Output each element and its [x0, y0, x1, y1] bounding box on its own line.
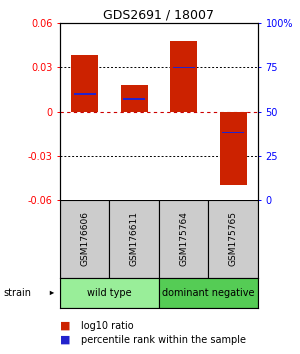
Bar [222, 132, 244, 133]
Text: ■: ■ [60, 321, 70, 331]
Text: dominant negative: dominant negative [162, 288, 255, 298]
Bar [172, 67, 195, 68]
Bar [170, 41, 197, 112]
Bar [74, 93, 96, 95]
Bar [60, 200, 110, 278]
Title: GDS2691 / 18007: GDS2691 / 18007 [103, 9, 214, 22]
Text: GSM176606: GSM176606 [80, 211, 89, 267]
Text: GSM175765: GSM175765 [229, 211, 238, 267]
Bar [110, 200, 159, 278]
Text: log10 ratio: log10 ratio [81, 321, 134, 331]
Text: ■: ■ [60, 335, 70, 345]
Bar [60, 278, 159, 308]
Text: GSM176611: GSM176611 [130, 211, 139, 267]
Bar [159, 278, 258, 308]
Bar [71, 56, 98, 112]
Text: percentile rank within the sample: percentile rank within the sample [81, 335, 246, 345]
Bar [159, 200, 208, 278]
Text: strain: strain [3, 288, 31, 298]
Bar [121, 85, 148, 112]
Bar [123, 98, 146, 100]
Text: GSM175764: GSM175764 [179, 211, 188, 267]
Bar [220, 112, 247, 185]
Text: wild type: wild type [87, 288, 132, 298]
Bar [208, 200, 258, 278]
